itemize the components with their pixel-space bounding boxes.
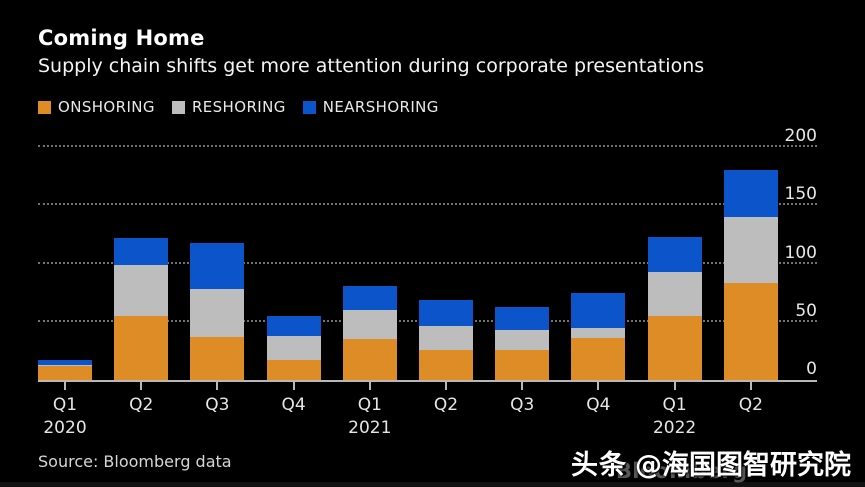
plot-area <box>38 145 817 390</box>
segment-onshoring <box>723 283 778 380</box>
x-axis-tick <box>521 382 524 390</box>
segment-onshoring <box>419 349 473 380</box>
segment-nearshoring <box>342 285 397 311</box>
chart-title: Coming Home <box>38 26 205 50</box>
segment-reshoring <box>495 329 550 350</box>
segment-onshoring <box>571 338 626 380</box>
legend-item-nearshoring: NEARSHORING <box>302 98 439 116</box>
y-axis-label: 0 <box>806 359 817 379</box>
segment-onshoring <box>647 315 702 380</box>
gridline-150 <box>38 203 817 206</box>
segment-reshoring <box>571 327 626 339</box>
x-axis-label: Q2 <box>433 395 459 415</box>
segment-nearshoring <box>114 237 169 265</box>
x-axis-tick <box>292 382 295 390</box>
segment-nearshoring <box>190 242 245 290</box>
y-axis-label: 200 <box>784 126 817 146</box>
x-axis-label: Q3 <box>205 395 230 415</box>
y-axis-label: 150 <box>784 184 817 205</box>
segment-onshoring <box>38 366 92 380</box>
reshoring-swatch-icon <box>171 100 185 114</box>
segment-nearshoring <box>723 170 778 217</box>
gridline-200 <box>38 145 817 147</box>
x-axis-tick <box>445 382 447 390</box>
segment-reshoring <box>114 264 169 316</box>
legend-label-onshoring: ONSHORING <box>58 98 155 116</box>
x-axis-tick <box>368 382 371 390</box>
bar-q2-2021 <box>419 299 473 380</box>
x-axis-label: Q4 <box>281 395 306 415</box>
x-axis-year-label: 2020 <box>43 418 87 438</box>
segment-onshoring <box>190 336 245 380</box>
nearshoring-swatch-icon <box>302 100 316 114</box>
x-axis-label: Q1 <box>662 395 687 415</box>
bar-q1-2020 <box>38 360 92 380</box>
onshoring-swatch-icon <box>38 100 51 114</box>
x-axis-year-label: 2021 <box>348 418 392 438</box>
x-axis-label: Q1 <box>52 395 78 415</box>
x-axis-tick <box>749 382 752 390</box>
x-axis-year-label: 2022 <box>652 418 697 438</box>
bar-q4-2020 <box>266 315 321 380</box>
x-axis-tick <box>673 382 676 390</box>
toutiao-logo: 头条 <box>571 450 627 481</box>
segment-onshoring <box>114 315 169 380</box>
bar-q2-2020 <box>114 237 169 380</box>
segment-nearshoring <box>571 292 626 328</box>
x-axis-tick <box>140 382 143 390</box>
x-axis-label: Q2 <box>738 395 763 415</box>
bloomberg-watermark: Bloomberg <box>616 459 748 483</box>
toutiao-handle: @海国图智研究院 <box>635 450 851 481</box>
bar-q3-2020 <box>190 242 245 380</box>
legend: ONSHORING RESHORING NEARSHORING <box>38 98 456 116</box>
x-axis-tick <box>597 382 600 390</box>
toutiao-watermark: 头条 @海国图智研究院 <box>571 443 851 482</box>
segment-reshoring <box>342 310 397 340</box>
segment-nearshoring <box>38 360 92 365</box>
segment-nearshoring <box>495 306 550 330</box>
segment-reshoring <box>723 216 778 284</box>
legend-label-reshoring: RESHORING <box>191 98 286 116</box>
x-axis-label: Q3 <box>510 395 535 415</box>
y-axis-label: 100 <box>784 242 817 263</box>
x-axis-label: Q2 <box>129 395 154 415</box>
x-axis-label: Q4 <box>586 395 611 415</box>
bar-q4-2021 <box>571 292 626 380</box>
bar-q1-2022 <box>647 236 702 380</box>
x-axis-tick <box>216 382 219 390</box>
segment-onshoring <box>342 339 397 380</box>
x-axis-label: Q1 <box>357 395 382 415</box>
legend-item-reshoring: RESHORING <box>171 98 286 116</box>
legend-item-onshoring: ONSHORING <box>38 98 155 116</box>
gridline-100 <box>38 261 817 264</box>
x-axis-tick <box>64 382 66 390</box>
segment-onshoring <box>495 349 550 380</box>
segment-onshoring <box>266 360 321 380</box>
segment-nearshoring <box>647 236 702 272</box>
y-axis-label: 50 <box>795 300 817 321</box>
source-note: Source: Bloomberg data <box>38 452 232 471</box>
segment-nearshoring <box>266 315 321 336</box>
segment-reshoring <box>419 326 473 350</box>
bottom-edge <box>0 482 865 487</box>
bar-q2-2022 <box>723 170 778 380</box>
segment-nearshoring <box>419 299 473 327</box>
segment-reshoring <box>647 271 702 316</box>
segment-reshoring <box>38 364 92 367</box>
segment-reshoring <box>190 289 245 337</box>
bar-q1-2021 <box>342 285 397 380</box>
bar-q3-2021 <box>495 306 550 380</box>
legend-label-nearshoring: NEARSHORING <box>322 98 439 116</box>
segment-reshoring <box>266 335 321 361</box>
chart-subtitle: Supply chain shifts get more attention d… <box>38 55 705 77</box>
